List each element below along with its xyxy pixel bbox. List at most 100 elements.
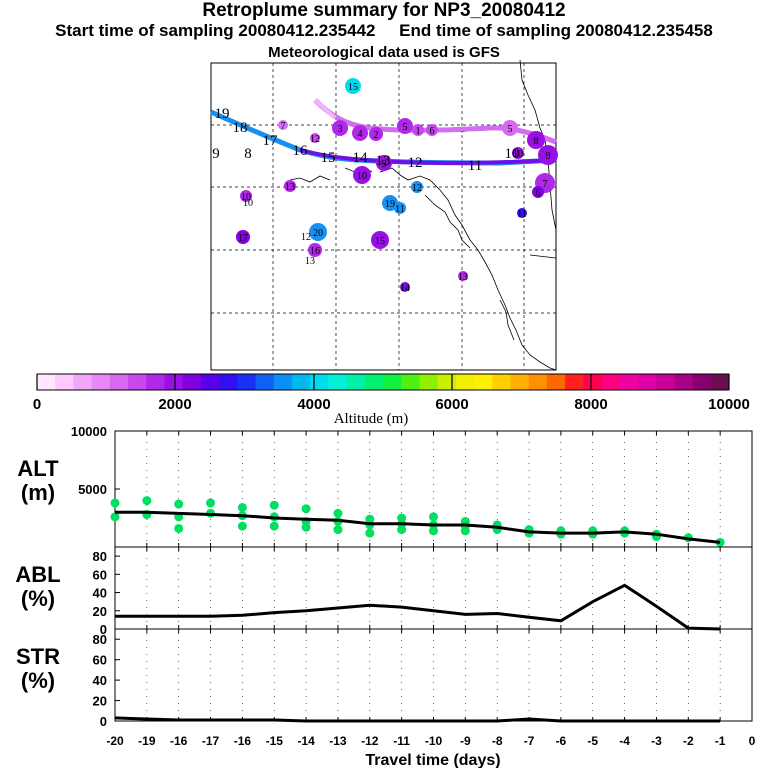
particle-label: 6 [536,188,541,199]
particle-label: 4 [358,129,363,140]
x-tick-label: -5 [587,734,598,748]
colorbar-swatch [401,374,420,390]
particle-altitude-point [174,523,184,533]
particle-label: 5 [508,124,513,135]
panel-label: (%) [21,586,55,611]
x-tick-label: -14 [297,734,315,748]
trajectory-day-label: 10 [505,146,520,162]
x-tick-label: -11 [393,734,410,748]
particle-marker [278,120,288,130]
y-tick-label: 40 [93,586,107,601]
series-line [115,510,721,544]
x-tick-label: -4 [619,734,630,748]
particle-label: 13 [285,182,295,193]
colorbar-tick-label: 4000 [297,396,330,413]
colorbar-swatch [455,374,475,390]
y-tick-label: 80 [93,549,107,564]
trajectory-day-label: 16 [293,143,309,159]
particle-marker [412,124,424,136]
particle-label: 10 [241,192,251,203]
particle-marker [502,120,518,136]
y-tick-label: 20 [93,604,107,619]
particle-label: 1 [416,126,421,137]
particle-altitude-point [397,525,407,535]
particle-marker [352,125,368,141]
particle-label: 10 [243,198,253,209]
x-tick-label: -15 [266,734,284,748]
particle-label: 12 [412,183,422,194]
colorbar-tick-label: 8000 [574,396,607,413]
particle-altitude-point [460,526,470,536]
particle-label: 15 [375,236,385,247]
panel-label: ABL [15,562,60,587]
colorbar-swatch [674,374,694,390]
particle-label: 15 [348,82,358,93]
y-tick-label: 0 [100,622,107,637]
colorbar-swatch [546,374,566,390]
colorbar-swatch [219,374,238,390]
colorbar-swatch [164,374,184,390]
particle-label: 10 [513,149,523,160]
particle-marker [426,124,438,136]
particle-altitude-point [365,528,375,538]
panel-abl: 80 60 40 20 0 ABL(%) [15,546,753,637]
x-tick-label: -3 [651,734,662,748]
particle-label: 11 [395,204,405,215]
colorbar-swatch [55,374,74,390]
particle-marker [240,190,252,202]
particle-label: 10 [357,171,367,182]
particle-altitude-point [110,512,120,522]
particle-label: 9 [546,151,551,162]
x-tick-label: -19 [138,734,156,748]
series-line [115,583,721,631]
trajectory-day-label: 17 [263,133,279,149]
colorbar-swatch [273,374,293,390]
particle-altitude-point [715,537,725,547]
panel-alt: 10000 5000 ALT(m) [17,424,753,548]
coastline-segment [289,175,331,183]
particle-marker [532,186,544,198]
colorbar-swatch [710,374,730,390]
x-tick-label: -2 [683,734,694,748]
colorbar-swatch [310,374,329,390]
panel-label: STR [16,644,60,669]
particle-label: 8 [534,136,539,147]
particle-marker [517,208,527,218]
particle-marker [332,120,348,136]
x-tick-label: -13 [329,734,347,748]
y-tick-label: 5000 [78,482,107,497]
particle-label: 2 [374,130,379,141]
series-line [114,716,721,723]
coastline-segment [424,194,471,249]
particle-altitude-point [237,503,247,513]
particle-altitude-point [269,521,279,531]
particle-label: 19 [385,199,395,210]
particle-altitude-point [110,498,120,508]
x-tick-label: -20 [106,734,124,748]
particle-label: 3 [338,124,343,135]
colorbar-swatch [583,374,603,390]
particle-altitude-point [174,499,184,509]
x-tick-label: -12 [361,734,379,748]
particle-label: 13 [458,272,468,283]
colorbar-swatch [474,374,493,390]
x-tick-label: -7 [524,734,535,748]
coastline-segment [379,167,557,371]
y-tick-label: 80 [93,632,107,647]
colorbar-swatch [237,374,257,390]
particle-altitude-point [206,498,216,508]
y-tick-label: 10000 [71,424,107,439]
particle-marker [411,181,423,193]
particle-label: 11 [517,209,527,220]
panel-label: (m) [21,480,55,505]
panel-str: 80 60 40 20 0 STR(%) [16,628,753,729]
particle-altitude-point [301,522,311,532]
particle-marker [310,133,320,143]
trajectory-day-label: 13 [376,153,391,169]
colorbar-swatch [37,374,56,390]
x-tick-label: 0 [749,734,756,748]
particle-marker [284,180,296,192]
